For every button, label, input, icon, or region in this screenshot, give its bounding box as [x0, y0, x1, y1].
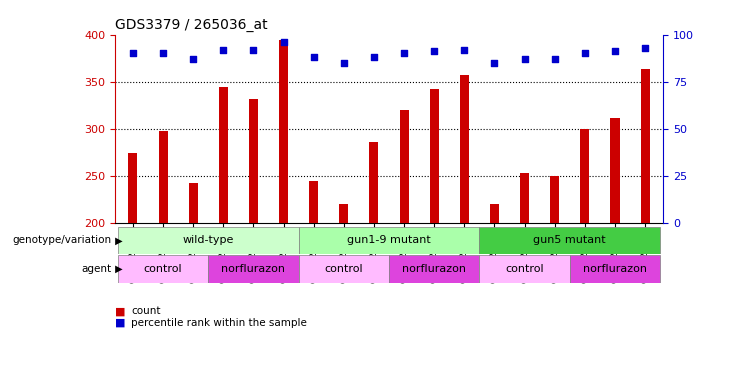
Text: norflurazon: norflurazon [583, 264, 647, 274]
Bar [189, 183, 198, 223]
Bar [208, 255, 299, 283]
Point [368, 54, 380, 60]
Text: gun5 mutant: gun5 mutant [534, 235, 606, 245]
Text: agent: agent [81, 264, 111, 274]
Text: control: control [144, 264, 182, 274]
Bar [580, 129, 589, 223]
Bar [551, 176, 559, 223]
Point [187, 56, 199, 62]
Bar [570, 255, 660, 283]
Text: count: count [131, 306, 161, 316]
Bar [641, 70, 650, 223]
Bar [339, 204, 348, 223]
Point [217, 46, 229, 53]
Text: ■: ■ [115, 318, 125, 328]
Point [519, 56, 531, 62]
Bar [118, 255, 208, 283]
Point [428, 48, 440, 55]
Point [609, 48, 621, 55]
Bar [399, 110, 408, 223]
Text: ▶: ▶ [112, 264, 122, 274]
Point [459, 46, 471, 53]
Text: control: control [325, 264, 363, 274]
Text: ▶: ▶ [112, 235, 122, 245]
Bar [370, 142, 379, 223]
Point [157, 50, 169, 56]
Text: norflurazon: norflurazon [402, 264, 466, 274]
Point [549, 56, 561, 62]
Text: ■: ■ [115, 306, 125, 316]
Text: genotype/variation: genotype/variation [12, 235, 111, 245]
Bar [279, 40, 288, 223]
Bar [460, 75, 469, 223]
Bar [430, 89, 439, 223]
Bar [479, 227, 660, 254]
Point [398, 50, 410, 56]
Bar [219, 87, 227, 223]
Bar [118, 227, 299, 254]
Bar [611, 118, 619, 223]
Point [127, 50, 139, 56]
Text: gun1-9 mutant: gun1-9 mutant [347, 235, 431, 245]
Bar [249, 99, 258, 223]
Point [579, 50, 591, 56]
Point [639, 45, 651, 51]
Text: wild-type: wild-type [182, 235, 234, 245]
Bar [479, 255, 570, 283]
Point [247, 46, 259, 53]
Point [488, 60, 500, 66]
Bar [309, 181, 318, 223]
Point [278, 39, 290, 45]
Bar [159, 131, 167, 223]
Point [338, 60, 350, 66]
Text: norflurazon: norflurazon [222, 264, 285, 274]
Text: percentile rank within the sample: percentile rank within the sample [131, 318, 307, 328]
Text: GDS3379 / 265036_at: GDS3379 / 265036_at [115, 18, 268, 32]
Bar [299, 255, 389, 283]
Text: control: control [505, 264, 544, 274]
Bar [128, 153, 137, 223]
Bar [490, 204, 499, 223]
Bar [299, 227, 479, 254]
Bar [520, 173, 529, 223]
Bar [389, 255, 479, 283]
Point [308, 54, 319, 60]
